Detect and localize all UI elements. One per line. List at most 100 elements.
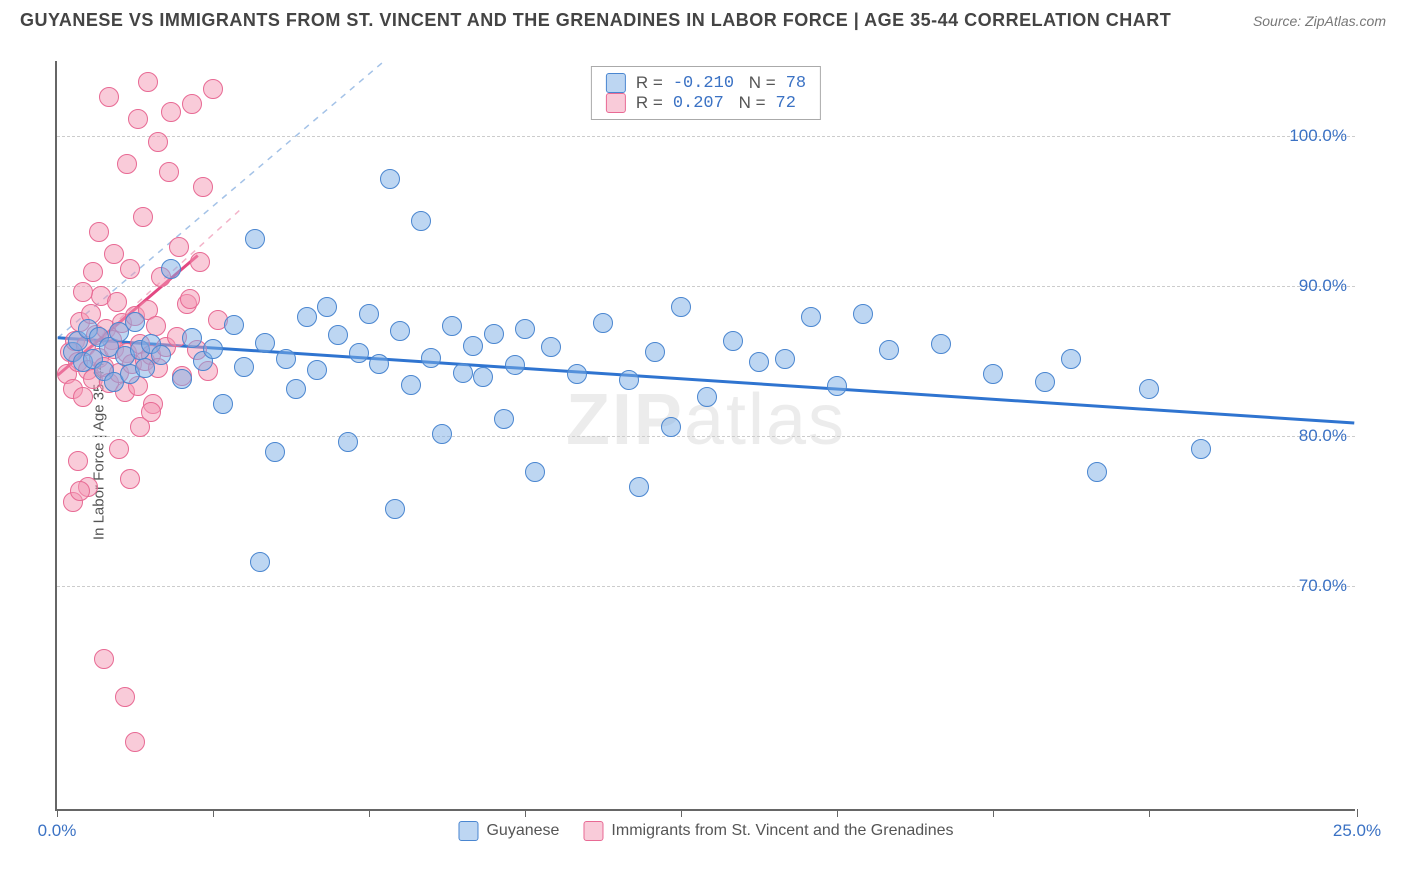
data-point xyxy=(749,352,769,372)
data-point xyxy=(115,687,135,707)
data-point xyxy=(107,292,127,312)
x-tick-mark xyxy=(681,809,682,817)
x-tick-mark xyxy=(837,809,838,817)
data-point xyxy=(1035,372,1055,392)
data-point xyxy=(104,244,124,264)
data-point xyxy=(182,94,202,114)
data-point xyxy=(245,229,265,249)
data-point xyxy=(193,177,213,197)
data-point xyxy=(133,207,153,227)
data-point xyxy=(148,132,168,152)
data-point xyxy=(234,357,254,377)
data-point xyxy=(931,334,951,354)
data-point xyxy=(697,387,717,407)
data-point xyxy=(182,328,202,348)
y-tick-label: 80.0% xyxy=(1299,426,1347,446)
x-tick-label: 0.0% xyxy=(38,821,77,841)
data-point xyxy=(135,358,155,378)
swatch-pink xyxy=(606,93,626,113)
data-point xyxy=(307,360,327,380)
legend-row-pink: R = 0.207 N = 72 xyxy=(606,93,806,113)
data-point xyxy=(265,442,285,462)
data-point xyxy=(120,259,140,279)
data-point xyxy=(73,282,93,302)
data-point xyxy=(484,324,504,344)
x-tick-label: 25.0% xyxy=(1333,821,1381,841)
data-point xyxy=(120,469,140,489)
data-point xyxy=(1191,439,1211,459)
data-point xyxy=(1061,349,1081,369)
data-point xyxy=(83,262,103,282)
gridline xyxy=(57,136,1355,137)
data-point xyxy=(172,369,192,389)
x-tick-mark xyxy=(525,809,526,817)
data-point xyxy=(94,649,114,669)
data-point xyxy=(128,109,148,129)
data-point xyxy=(473,367,493,387)
data-point xyxy=(125,312,145,332)
data-point xyxy=(224,315,244,335)
data-point xyxy=(203,79,223,99)
data-point xyxy=(338,432,358,452)
data-point xyxy=(619,370,639,390)
data-point xyxy=(276,349,296,369)
data-point xyxy=(494,409,514,429)
data-point xyxy=(775,349,795,369)
gridline xyxy=(57,586,1355,587)
data-point xyxy=(411,211,431,231)
data-point xyxy=(297,307,317,327)
source-label: Source: ZipAtlas.com xyxy=(1253,13,1386,29)
data-point xyxy=(401,375,421,395)
data-point xyxy=(567,364,587,384)
data-point xyxy=(369,354,389,374)
data-point xyxy=(125,732,145,752)
y-tick-label: 100.0% xyxy=(1289,126,1347,146)
data-point xyxy=(255,333,275,353)
data-point xyxy=(359,304,379,324)
data-point xyxy=(645,342,665,362)
data-point xyxy=(109,439,129,459)
data-point xyxy=(151,345,171,365)
gridline xyxy=(57,436,1355,437)
legend-item-blue: Guyanese xyxy=(458,821,559,841)
plot-area: ZIPatlas R = -0.210 N = 78 R = 0.207 N =… xyxy=(55,61,1355,811)
data-point xyxy=(99,87,119,107)
data-point xyxy=(141,402,161,422)
x-tick-mark xyxy=(213,809,214,817)
data-point xyxy=(73,387,93,407)
x-tick-mark xyxy=(57,809,58,817)
data-point xyxy=(68,451,88,471)
data-point xyxy=(827,376,847,396)
data-point xyxy=(432,424,452,444)
data-point xyxy=(138,72,158,92)
x-tick-mark xyxy=(1149,809,1150,817)
data-point xyxy=(515,319,535,339)
data-point xyxy=(390,321,410,341)
data-point xyxy=(317,297,337,317)
data-point xyxy=(463,336,483,356)
data-point xyxy=(250,552,270,572)
swatch-blue xyxy=(606,73,626,93)
trend-lines xyxy=(57,61,1355,809)
series-legend: Guyanese Immigrants from St. Vincent and… xyxy=(458,821,953,841)
data-point xyxy=(453,363,473,383)
data-point xyxy=(983,364,1003,384)
data-point xyxy=(801,307,821,327)
data-point xyxy=(161,102,181,122)
data-point xyxy=(159,162,179,182)
data-point xyxy=(1139,379,1159,399)
data-point xyxy=(349,343,369,363)
y-tick-label: 90.0% xyxy=(1299,276,1347,296)
data-point xyxy=(117,154,137,174)
x-tick-mark xyxy=(1357,809,1358,817)
data-point xyxy=(879,340,899,360)
data-point xyxy=(203,339,223,359)
correlation-legend: R = -0.210 N = 78 R = 0.207 N = 72 xyxy=(591,66,821,120)
x-tick-mark xyxy=(369,809,370,817)
data-point xyxy=(146,316,166,336)
data-point xyxy=(442,316,462,336)
data-point xyxy=(380,169,400,189)
y-tick-label: 70.0% xyxy=(1299,576,1347,596)
data-point xyxy=(853,304,873,324)
data-point xyxy=(180,289,200,309)
